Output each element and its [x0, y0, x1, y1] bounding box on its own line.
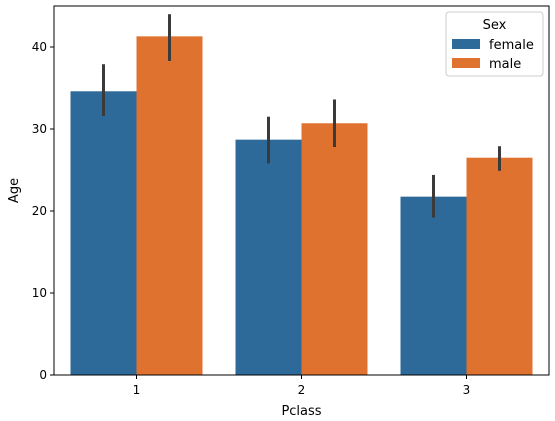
legend-items: female male	[452, 38, 534, 72]
y-tick-label: 20	[32, 204, 47, 218]
legend-swatch-female	[452, 39, 480, 49]
legend: Sex female male	[445, 11, 544, 77]
y-axis-label: Age	[7, 178, 22, 203]
x-tick-label: 1	[133, 383, 141, 397]
bars-layer	[70, 36, 533, 376]
x-tick-label: 3	[463, 383, 471, 397]
legend-label-male: male	[489, 57, 521, 72]
bar-female-class-2	[235, 139, 302, 375]
x-tick-label: 2	[298, 383, 306, 397]
y-tick-label: 0	[39, 368, 47, 382]
y-tick-label: 40	[32, 40, 47, 54]
y-tick-label: 10	[32, 286, 47, 300]
error-bars-layer	[102, 14, 501, 218]
legend-swatch-male	[452, 58, 480, 68]
y-tick-label: 30	[32, 122, 47, 136]
bar-female-class-1	[70, 91, 137, 375]
bar-male-class-1	[136, 36, 203, 376]
legend-title: Sex	[483, 18, 507, 33]
x-axis-ticks: 1 2 3	[133, 375, 471, 397]
y-axis-ticks: 0 10 20 30 40	[32, 40, 54, 382]
bar-male-class-3	[466, 157, 533, 375]
bar-female-class-3	[400, 196, 467, 375]
x-axis-label: Pclass	[281, 404, 321, 419]
legend-label-female: female	[489, 38, 534, 53]
bar-male-class-2	[301, 123, 368, 375]
